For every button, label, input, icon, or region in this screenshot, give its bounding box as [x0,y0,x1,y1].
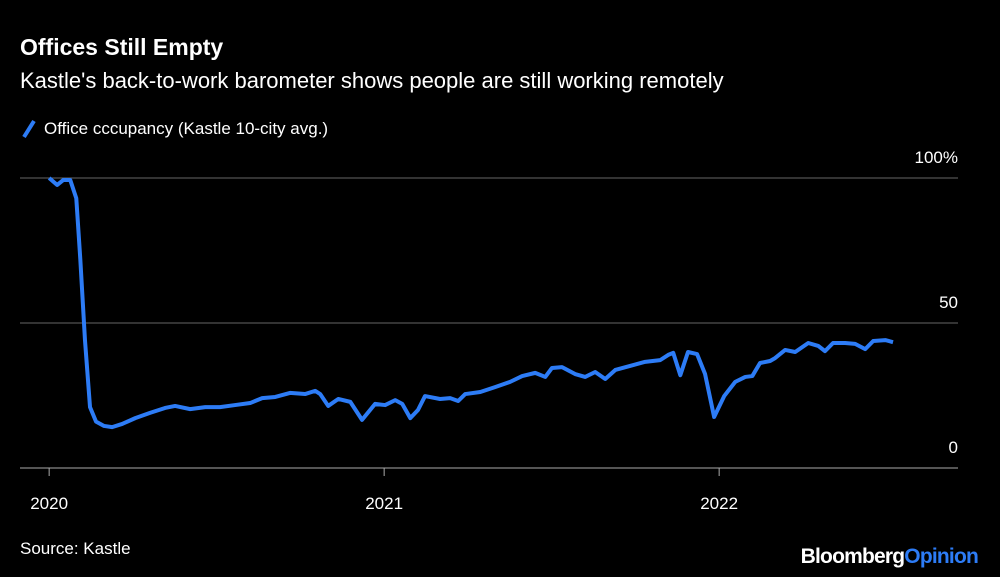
chart-subtitle: Kastle's back-to-work barometer shows pe… [20,68,724,93]
y-tick-label: 50 [939,293,958,312]
y-tick-label: 0 [949,438,958,457]
x-tick-label: 2021 [365,494,403,513]
x-tick-label: 2022 [700,494,738,513]
legend-swatch [22,119,36,139]
brand-name: Bloomberg [801,545,905,568]
x-tick-label: 2020 [30,494,68,513]
legend-label: Office cccupancy (Kastle 10-city avg.) [44,119,328,138]
line [47,176,894,430]
brand-accent: Opinion [904,545,978,568]
source: Source: Kastle [20,539,131,558]
y-tick-label: 100% [915,148,958,167]
brand: BloombergOpinion [801,545,978,568]
chart-title: Offices Still Empty [20,34,223,60]
